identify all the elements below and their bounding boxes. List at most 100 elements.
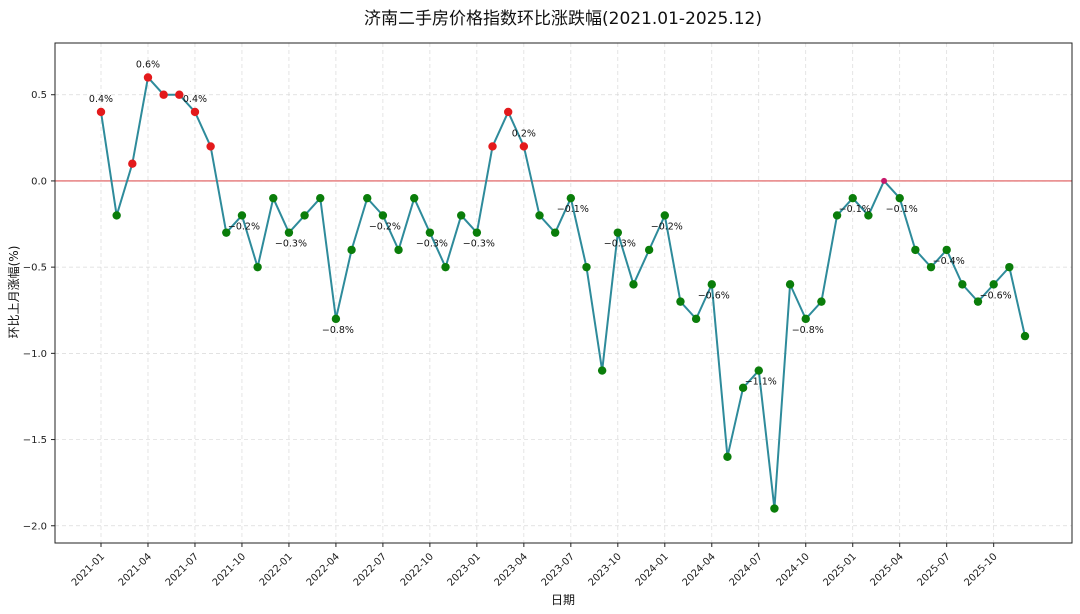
data-label: 0.4% <box>89 94 113 105</box>
data-label: −0.8% <box>792 325 824 336</box>
x-tick-label: 2021-04 <box>117 551 154 588</box>
data-point <box>597 366 607 375</box>
data-point <box>472 228 482 237</box>
x-tick-label: 2023-01 <box>446 551 483 588</box>
x-tick-label: 2025-07 <box>915 551 952 588</box>
data-label: −1.1% <box>745 377 777 388</box>
data-point <box>738 383 748 393</box>
data-point <box>222 228 231 237</box>
data-point <box>96 107 106 117</box>
data-point <box>582 262 591 272</box>
data-point <box>441 262 450 272</box>
data-points <box>96 73 1030 513</box>
data-point <box>676 297 685 306</box>
x-axis: 2021-01 2021-04 2021-07 2021-10 2022-01 2022-… <box>70 543 1000 589</box>
data-label: −0.2% <box>651 221 683 232</box>
data-point <box>457 211 466 220</box>
y-tick-label: −1.0 <box>23 349 47 360</box>
x-tick-label: 2022-04 <box>305 551 342 588</box>
data-point <box>112 211 121 220</box>
data-point <box>864 211 873 220</box>
data-point <box>206 142 215 151</box>
data-point <box>488 142 497 151</box>
data-point <box>363 193 372 203</box>
x-tick-label: 2025-10 <box>962 551 999 588</box>
data-point <box>410 193 419 203</box>
data-point <box>1005 262 1014 272</box>
data-point <box>316 193 325 203</box>
data-point <box>785 280 795 289</box>
data-point <box>269 193 278 203</box>
x-tick-label: 2021-10 <box>211 551 248 588</box>
data-point <box>926 262 936 272</box>
data-point <box>881 177 888 184</box>
data-label: 0.4% <box>183 94 207 105</box>
data-point <box>378 211 388 220</box>
y-tick-label: 0.5 <box>31 90 47 101</box>
data-point <box>754 366 763 375</box>
x-tick-label: 2021-01 <box>70 551 107 588</box>
x-tick-label: 2022-10 <box>399 551 436 588</box>
data-point <box>190 107 200 117</box>
y-tick-label: −2.0 <box>23 521 47 532</box>
y-tick-label: −0.5 <box>23 263 47 274</box>
data-point <box>629 280 638 289</box>
data-point <box>942 245 951 255</box>
data-point <box>253 262 262 272</box>
data-point <box>832 211 842 220</box>
data-point <box>613 228 623 237</box>
data-label: −0.8% <box>322 325 354 336</box>
x-tick-label: 2022-01 <box>258 551 295 588</box>
x-tick-label: 2025-04 <box>869 551 906 588</box>
data-point <box>801 314 810 324</box>
data-point <box>347 245 356 255</box>
y-tick-label: −1.5 <box>23 435 47 446</box>
data-point <box>973 297 983 306</box>
data-point <box>331 314 341 324</box>
data-label: −0.3% <box>463 239 495 250</box>
x-tick-label: 2024-04 <box>681 551 718 588</box>
data-point <box>644 245 654 255</box>
data-point <box>723 452 732 461</box>
data-label: 0.6% <box>136 59 160 70</box>
data-point <box>175 90 184 99</box>
data-point <box>911 245 920 255</box>
x-tick-label: 2024-10 <box>775 551 812 588</box>
data-point <box>159 90 168 99</box>
data-point <box>128 159 137 168</box>
x-tick-label: 2023-04 <box>493 551 530 588</box>
x-tick-label: 2023-10 <box>587 551 624 588</box>
data-label: 0.2% <box>512 128 536 139</box>
data-label: −0.1% <box>839 204 871 215</box>
chart-title: 济南二手房价格指数环比涨跌幅(2021.01-2025.12) <box>364 9 762 29</box>
data-point <box>143 73 153 82</box>
data-point <box>958 280 967 289</box>
data-point <box>707 280 716 289</box>
data-label: −0.3% <box>604 239 636 250</box>
data-point <box>519 142 529 151</box>
series-line <box>100 75 1026 509</box>
x-tick-label: 2023-07 <box>540 551 577 588</box>
data-label: −0.6% <box>698 290 730 301</box>
data-point <box>1020 331 1030 341</box>
data-point <box>394 245 403 255</box>
y-tick-label: 0.0 <box>31 176 47 187</box>
x-tick-label: 2021-07 <box>164 551 201 588</box>
x-tick-label: 2022-07 <box>352 551 389 588</box>
data-point <box>503 107 513 117</box>
plot-frame <box>54 42 1073 544</box>
data-label: −0.2% <box>369 221 401 232</box>
data-point <box>425 228 435 237</box>
data-point <box>848 193 857 203</box>
x-tick-label: 2024-07 <box>728 551 765 588</box>
data-point <box>989 280 998 289</box>
data-label: −0.3% <box>416 239 448 250</box>
data-point <box>770 504 779 513</box>
data-label: −0.6% <box>980 290 1012 301</box>
x-tick-label: 2025-01 <box>822 551 859 588</box>
data-point <box>660 211 669 220</box>
y-axis-label: 环比上月涨幅(%) <box>6 246 21 339</box>
data-label: −0.4% <box>933 256 965 267</box>
data-point <box>535 211 544 220</box>
